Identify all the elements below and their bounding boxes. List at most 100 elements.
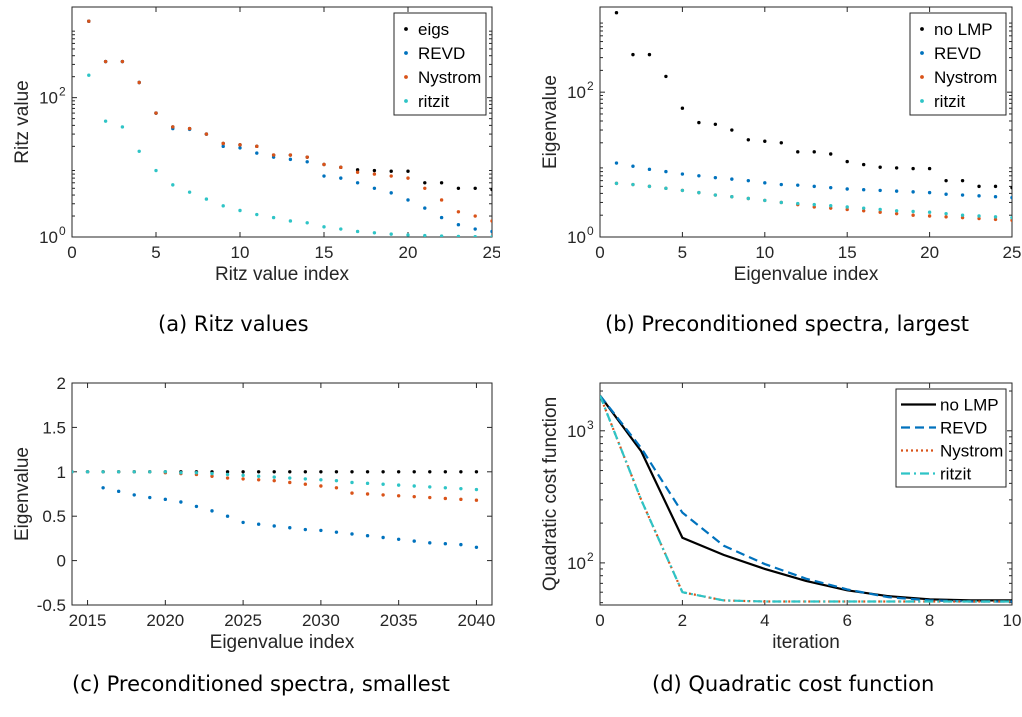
data-point-ritzit xyxy=(116,470,121,474)
y-tick-label: 10 xyxy=(567,228,586,247)
x-axis-label: iteration xyxy=(772,632,840,653)
data-point-revd xyxy=(490,229,492,234)
y-tick-exponent: 2 xyxy=(587,550,594,564)
data-point-nystrom xyxy=(221,141,225,146)
data-point-nystrom xyxy=(428,495,432,500)
x-tick-label: 20 xyxy=(399,243,418,262)
data-point-no-lmp xyxy=(631,52,635,57)
legend-label-revd: REVD xyxy=(940,419,987,438)
data-point-revd xyxy=(350,532,354,536)
data-point-ritzit xyxy=(459,486,463,491)
data-point-revd xyxy=(796,183,800,187)
data-point-no-lmp xyxy=(334,470,339,474)
data-point-ritzit xyxy=(225,472,230,477)
data-point-revd xyxy=(381,535,385,540)
data-point-revd xyxy=(163,497,168,502)
data-point-ritzit xyxy=(993,215,998,219)
data-point-no-lmp xyxy=(225,470,230,474)
data-point-no-lmp xyxy=(993,184,998,189)
data-point-ritzit xyxy=(423,233,427,237)
legend-swatch-nystrom xyxy=(404,75,408,79)
x-axis-label: Eigenvalue index xyxy=(734,264,879,285)
data-point-ritzit xyxy=(163,470,168,474)
data-point-revd xyxy=(474,545,479,549)
data-point-no-lmp xyxy=(812,150,816,154)
y-axis-label: Quadratic cost function xyxy=(540,397,561,591)
x-tick-label: 2040 xyxy=(458,611,496,630)
data-point-nystrom xyxy=(288,480,292,485)
data-point-ritzit xyxy=(389,232,393,236)
data-point-revd xyxy=(631,164,635,168)
caption-a: (a) Ritz values xyxy=(158,312,309,336)
data-point-no-lmp xyxy=(713,122,718,126)
data-point-no-lmp xyxy=(796,150,800,154)
legend-label-ritzit: ritzit xyxy=(934,92,965,111)
y-axis-label: Ritz value xyxy=(12,80,33,163)
data-point-nystrom xyxy=(171,125,175,129)
x-tick-label: 2015 xyxy=(69,611,107,630)
data-point-nystrom xyxy=(238,143,242,147)
data-point-revd xyxy=(746,178,751,183)
data-point-ritzit xyxy=(474,487,479,492)
data-point-no-lmp xyxy=(829,152,833,156)
data-point-revd xyxy=(132,493,136,497)
data-point-revd xyxy=(194,504,199,509)
data-point-revd xyxy=(423,206,427,210)
legend-label-no-lmp: no LMP xyxy=(940,396,999,415)
data-point-ritzit xyxy=(490,235,492,237)
data-point-revd xyxy=(878,188,882,193)
data-point-no-lmp xyxy=(977,184,981,189)
data-point-eigs xyxy=(456,186,461,190)
data-point-revd xyxy=(179,500,183,504)
x-tick-label: 2025 xyxy=(224,611,262,630)
data-point-ritzit xyxy=(473,234,477,237)
data-point-revd xyxy=(456,223,461,227)
data-point-ritzit xyxy=(878,207,882,212)
data-point-nystrom xyxy=(120,59,125,64)
y-tick-label: 1 xyxy=(57,463,66,482)
data-point-revd xyxy=(221,144,225,149)
x-tick-label: 5 xyxy=(678,243,687,262)
data-point-ritzit xyxy=(845,205,849,209)
data-point-eigs xyxy=(355,168,360,172)
data-point-nystrom xyxy=(339,165,343,170)
legend-swatch-ritzit xyxy=(920,99,924,103)
caption-d: (d) Quadratic cost function xyxy=(652,672,935,696)
legend-label-ritzit: ritzit xyxy=(940,465,971,484)
data-point-revd xyxy=(256,522,261,526)
legend: no LMP REVD Nystrom ritzit xyxy=(895,388,1007,488)
data-point-nystrom xyxy=(103,59,108,64)
data-point-revd xyxy=(927,190,932,195)
legend-swatch-revd xyxy=(920,51,924,55)
data-point-ritzit xyxy=(960,213,965,217)
data-point-revd xyxy=(614,161,619,165)
data-point-nystrom xyxy=(894,211,899,216)
data-point-ritzit xyxy=(187,190,192,194)
data-point-revd xyxy=(763,181,767,185)
data-point-no-lmp xyxy=(697,120,701,125)
data-point-ritzit xyxy=(132,470,136,474)
data-point-nystrom xyxy=(423,186,427,190)
data-point-nystrom xyxy=(927,214,932,218)
data-point-revd xyxy=(428,541,432,545)
data-point-ritzit xyxy=(334,478,339,483)
y-tick-exponent: 2 xyxy=(587,79,594,93)
data-point-nystrom xyxy=(911,213,915,217)
y-tick-exponent: 0 xyxy=(59,224,66,238)
data-point-nystrom xyxy=(256,478,261,482)
caption-b: (b) Preconditioned spectra, largest xyxy=(605,312,970,336)
data-point-eigs xyxy=(490,187,492,192)
data-point-no-lmp xyxy=(443,470,448,474)
data-point-revd xyxy=(911,190,915,194)
data-point-nystrom xyxy=(305,155,309,159)
data-point-nystrom xyxy=(272,478,276,483)
data-point-nystrom xyxy=(350,491,354,495)
plot-marks xyxy=(87,19,492,237)
data-point-nystrom xyxy=(439,198,444,202)
data-point-nystrom xyxy=(1010,218,1012,223)
data-point-ritzit xyxy=(812,202,816,207)
data-point-ritzit xyxy=(255,212,259,217)
data-point-nystrom xyxy=(396,494,401,498)
legend-label-nystrom: Nystrom xyxy=(418,68,481,87)
data-point-revd xyxy=(412,539,416,543)
